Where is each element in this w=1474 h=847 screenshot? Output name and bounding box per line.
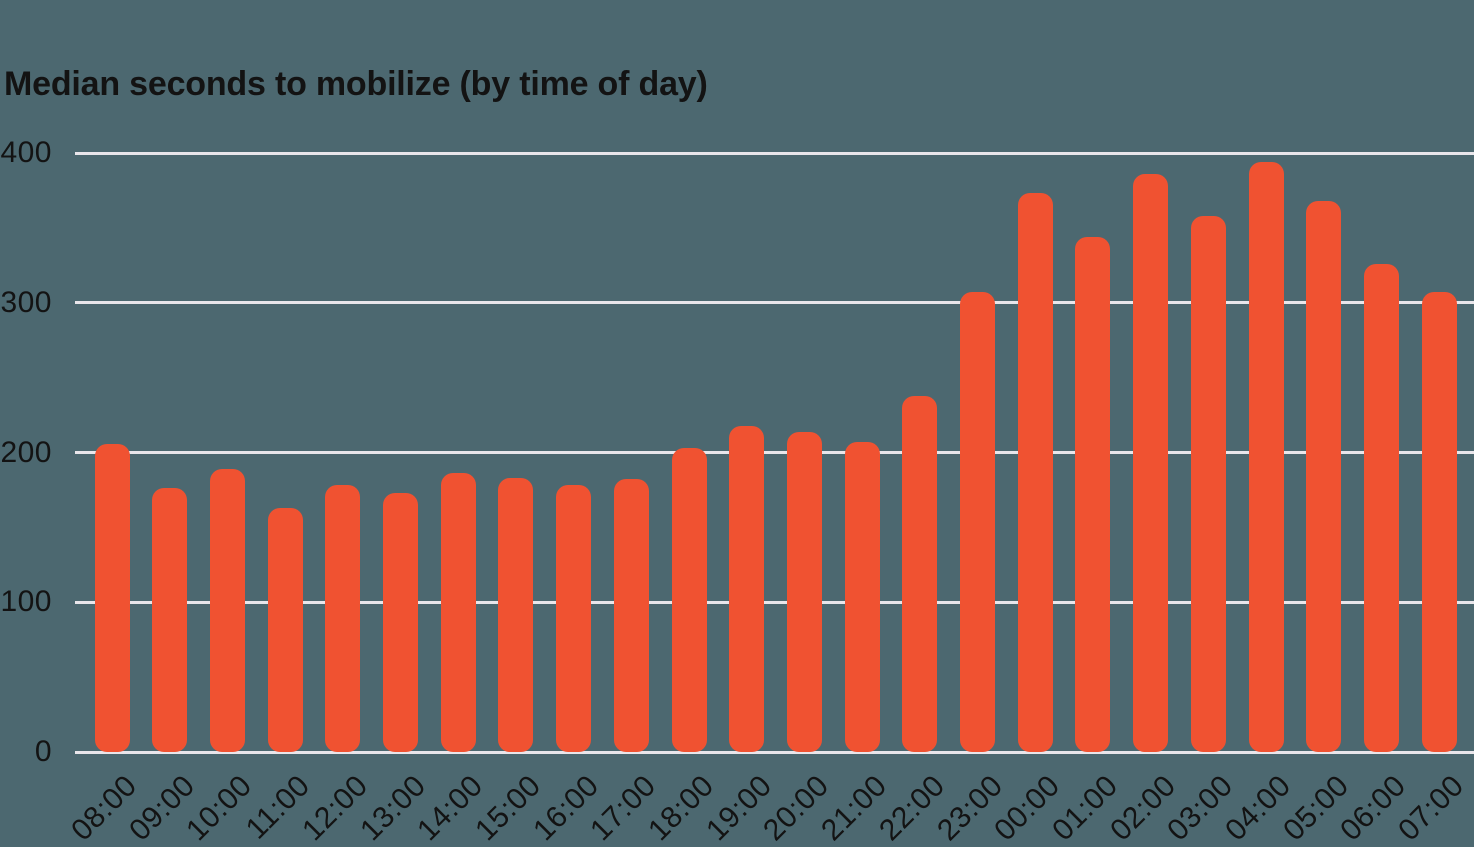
bar-21:00: [844, 442, 880, 752]
x-tick-label-23:00: 23:00: [930, 769, 1009, 847]
x-tick-label-14:00: 14:00: [411, 769, 490, 847]
x-tick-label-01:00: 01:00: [1046, 769, 1125, 847]
x-tick-label-04:00: 04:00: [1219, 769, 1298, 847]
x-tick-label-05:00: 05:00: [1276, 769, 1356, 847]
bar-23:00: [960, 292, 995, 752]
gridline-y-0: [75, 750, 1474, 754]
bar-12:00: [325, 485, 361, 752]
x-tick-label-17:00: 17:00: [584, 769, 663, 847]
bar-05:00: [1306, 200, 1342, 752]
gridline-y-400: [75, 151, 1474, 155]
y-tick-label-0: 0: [34, 735, 52, 768]
bar-18:00: [671, 448, 707, 752]
bar-17:00: [613, 479, 649, 752]
x-tick-label-18:00: 18:00: [642, 769, 721, 847]
y-tick-label-100: 100: [0, 585, 52, 619]
x-tick-label-07:00: 07:00: [1392, 769, 1471, 847]
x-tick-label-03:00: 03:00: [1161, 769, 1240, 847]
x-tick-label-20:00: 20:00: [757, 769, 836, 847]
bar-08:00: [94, 443, 130, 752]
y-tick-label-400: 400: [0, 136, 52, 169]
gridline-y-100: [75, 600, 1474, 604]
x-tick-label-09:00: 09:00: [122, 769, 202, 847]
x-tick-label-19:00: 19:00: [699, 769, 779, 847]
bar-16:00: [556, 485, 592, 752]
bar-07:00: [1421, 292, 1457, 752]
x-tick-label-12:00: 12:00: [295, 769, 375, 847]
x-tick-label-00:00: 00:00: [988, 769, 1067, 847]
x-tick-label-02:00: 02:00: [1103, 769, 1182, 847]
bar-14:00: [440, 473, 476, 752]
bar-03:00: [1190, 215, 1226, 752]
bar-19:00: [729, 425, 765, 752]
gridline-y-300: [75, 301, 1474, 305]
bar-06:00: [1363, 263, 1399, 752]
y-tick-label-200: 200: [0, 435, 52, 469]
bar-02:00: [1133, 173, 1169, 752]
y-tick-label-300: 300: [0, 285, 52, 319]
x-tick-label-15:00: 15:00: [469, 769, 548, 847]
bar-11:00: [267, 507, 303, 752]
gridline-y-200: [75, 451, 1474, 454]
x-tick-label-13:00: 13:00: [353, 769, 432, 847]
bar-10:00: [209, 468, 245, 752]
bar-22:00: [902, 395, 938, 752]
x-tick-label-11:00: 11:00: [239, 769, 317, 846]
chart-title: Median seconds to mobilize (by time of d…: [4, 64, 708, 103]
x-tick-label-06:00: 06:00: [1334, 769, 1413, 847]
x-tick-label-21:00: 21:00: [815, 769, 894, 847]
x-tick-label-08:00: 08:00: [65, 769, 144, 847]
bar-04:00: [1248, 161, 1284, 752]
bar-20:00: [786, 431, 822, 752]
x-tick-label-22:00: 22:00: [872, 769, 952, 847]
bar-01:00: [1075, 236, 1111, 752]
x-tick-label-16:00: 16:00: [526, 769, 605, 847]
bar-09:00: [152, 488, 188, 752]
x-tick-label-10:00: 10:00: [180, 769, 259, 847]
bar-15:00: [498, 477, 534, 752]
bar-13:00: [383, 492, 418, 752]
bar-00:00: [1017, 193, 1053, 752]
